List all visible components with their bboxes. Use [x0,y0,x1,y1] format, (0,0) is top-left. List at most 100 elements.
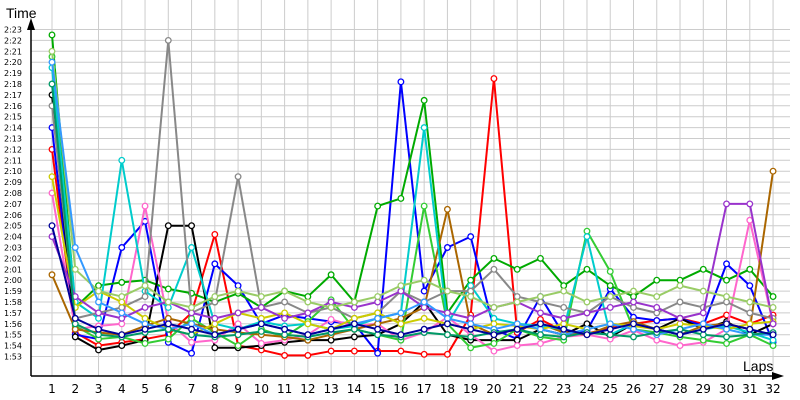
x-tick-label: 18 [440,382,455,396]
data-point [71,265,79,273]
data-point [374,331,382,339]
data-point [420,276,428,284]
x-tick-label: 14 [347,382,362,396]
data-point [374,320,382,328]
data-point [676,276,684,284]
data-point [95,325,102,333]
data-point [560,325,568,333]
data-point [606,325,614,333]
y-axis-arrow-icon [27,18,35,30]
series-15 [48,222,777,339]
data-point [304,320,312,328]
data-point [490,314,498,322]
data-point [141,304,149,311]
data-point [723,276,730,284]
data-point [560,304,568,311]
data-point [397,194,405,202]
data-point [630,293,637,300]
data-point [350,347,358,355]
data-point [746,309,754,317]
data-point [164,304,172,311]
y-tick-label: 2:06 [4,211,22,220]
series-line [51,56,774,349]
data-point [118,293,126,300]
data-point [513,336,521,344]
y-tick-label: 2:23 [4,26,22,35]
data-point [746,282,754,290]
data-point [188,222,196,230]
data-point [164,314,172,322]
y-tick-label: 2:09 [4,178,22,187]
data-point [606,293,614,300]
x-axis-arrow-icon [772,372,784,380]
data-point [769,304,777,311]
data-point [676,298,684,306]
data-point [420,298,428,306]
data-point [513,342,521,350]
series-6 [48,53,777,352]
y-tick-label: 1:55 [4,331,22,340]
data-point [513,298,521,306]
data-point [583,227,591,235]
data-point [653,317,661,324]
y-tick-label: 2:10 [4,167,22,176]
y-tick-labels: 1:53 1:54 1:55 1:56 1:57 1:58 1:59 2:00 2:01 2:02… [4,26,22,362]
data-point [397,320,405,328]
data-point [467,282,475,290]
data-point [118,331,126,339]
data-point [304,298,312,306]
data-point [467,344,475,352]
data-point [746,320,754,328]
data-point [653,336,661,344]
x-tick-label: 5 [141,382,149,396]
data-point [490,254,498,262]
data-point [653,293,661,300]
data-point [211,314,219,322]
data-point [95,282,102,290]
data-point [397,309,405,317]
data-point [257,314,265,322]
y-tick-label: 2:05 [4,222,22,231]
data-point [443,350,451,358]
data-point [141,314,149,322]
data-point [118,314,126,322]
y-tick-label: 2:14 [4,124,22,133]
data-point [420,96,428,104]
y-tick-label: 2:03 [4,244,22,253]
series-line [51,171,775,342]
data-point [653,309,661,317]
x-tick-label: 32 [765,382,780,396]
y-tick-label: 2:15 [4,113,22,122]
series-line [51,225,774,336]
data-point [95,331,102,339]
x-tick-label: 27 [649,382,664,396]
data-point [630,320,637,328]
data-point [211,293,219,300]
data-point [676,314,684,322]
data-point [653,304,661,311]
x-tick-label: 2 [71,382,79,396]
data-point [630,298,637,306]
data-point [676,325,684,333]
data-point [211,331,219,339]
x-tick-label: 9 [234,382,242,396]
data-point [723,325,730,333]
data-point [653,276,661,284]
data-point [490,347,498,355]
series-line [51,80,774,355]
data-point [350,298,358,306]
data-point [490,331,498,339]
x-tick-label: 26 [626,382,641,396]
data-point [327,347,335,355]
data-point [257,320,265,328]
data-point [467,276,475,284]
data-point [95,287,102,295]
x-tick-label: 3 [95,382,103,396]
data-point [211,260,219,268]
data-point [676,282,684,290]
y-tick-label: 1:54 [4,342,22,351]
data-point [164,335,172,343]
data-point [583,331,591,339]
data-point [95,314,102,322]
data-point [188,338,196,346]
